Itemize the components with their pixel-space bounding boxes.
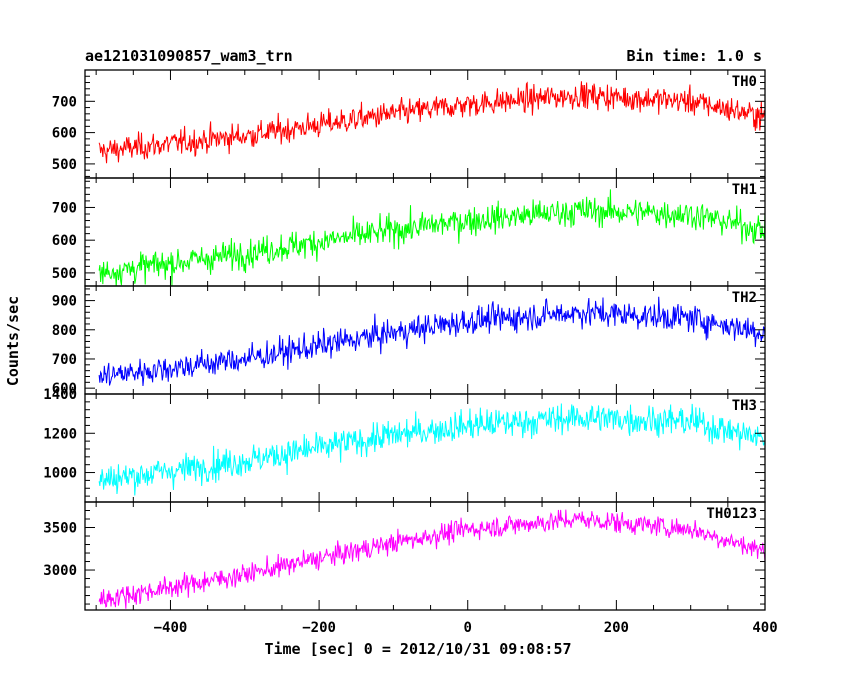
y-tick-label: 500	[52, 266, 77, 282]
x-tick-label: 200	[604, 620, 629, 636]
panel-label-th1: TH1	[732, 182, 757, 198]
panel-frame	[84, 69, 766, 179]
y-tick-label: 3000	[43, 563, 77, 579]
panel-th0: 500 600 700 TH0	[52, 69, 766, 179]
x-axis-label: Time [sec] 0 = 2012/10/31 09:08:57	[264, 640, 571, 658]
y-axis-label: Counts/sec	[4, 296, 22, 386]
panel-th1: 500 600 700 TH1	[52, 177, 766, 287]
bin-time-label: Bin time: 1.0 s	[627, 47, 762, 65]
x-tick-label: 0	[464, 620, 472, 636]
x-tick-label: −200	[302, 620, 336, 636]
y-tick-label: 600	[52, 126, 77, 142]
panel-frame	[84, 177, 766, 287]
panel-label-th0: TH0	[732, 74, 757, 90]
y-tick-label: 700	[52, 94, 77, 110]
y-tick-label: 900	[52, 294, 77, 310]
series-line-th0123	[98, 509, 765, 609]
y-tick-label: 600	[52, 233, 77, 249]
panel-th0123: 3000 3500 TH0123	[43, 501, 766, 611]
panel-label-th0123: TH0123	[706, 506, 757, 522]
x-tick-label: 400	[752, 620, 777, 636]
panel-label-th2: TH2	[732, 290, 757, 306]
y-tick-label: 3500	[43, 521, 77, 537]
panel-frame	[84, 393, 766, 503]
series-line-th1	[98, 189, 765, 286]
panel-label-th3: TH3	[732, 398, 757, 414]
chart-title: ae121031090857_wam3_trn	[85, 47, 293, 65]
y-tick-label: 1400	[43, 387, 77, 403]
series-line-th3	[98, 403, 765, 496]
y-tick-label: 1000	[43, 466, 77, 482]
panels-group: 500 600 700 TH0 500 600 700 TH1 600 700 800 900 TH2 1…	[43, 69, 778, 636]
y-tick-label: 500	[52, 157, 77, 173]
y-tick-label: 700	[52, 352, 77, 368]
series-line-th2	[98, 296, 765, 387]
series-line-th0	[98, 81, 765, 164]
y-tick-label: 800	[52, 323, 77, 339]
panel-th3: 1000 1200 1400 TH3	[43, 387, 766, 503]
y-tick-label: 700	[52, 200, 77, 216]
y-tick-label: 600	[52, 381, 77, 397]
panel-frame	[84, 501, 766, 611]
y-tick-label: 1200	[43, 426, 77, 442]
x-tick-label: −400	[154, 620, 188, 636]
panel-th2: 600 700 800 900 TH2	[52, 285, 766, 397]
